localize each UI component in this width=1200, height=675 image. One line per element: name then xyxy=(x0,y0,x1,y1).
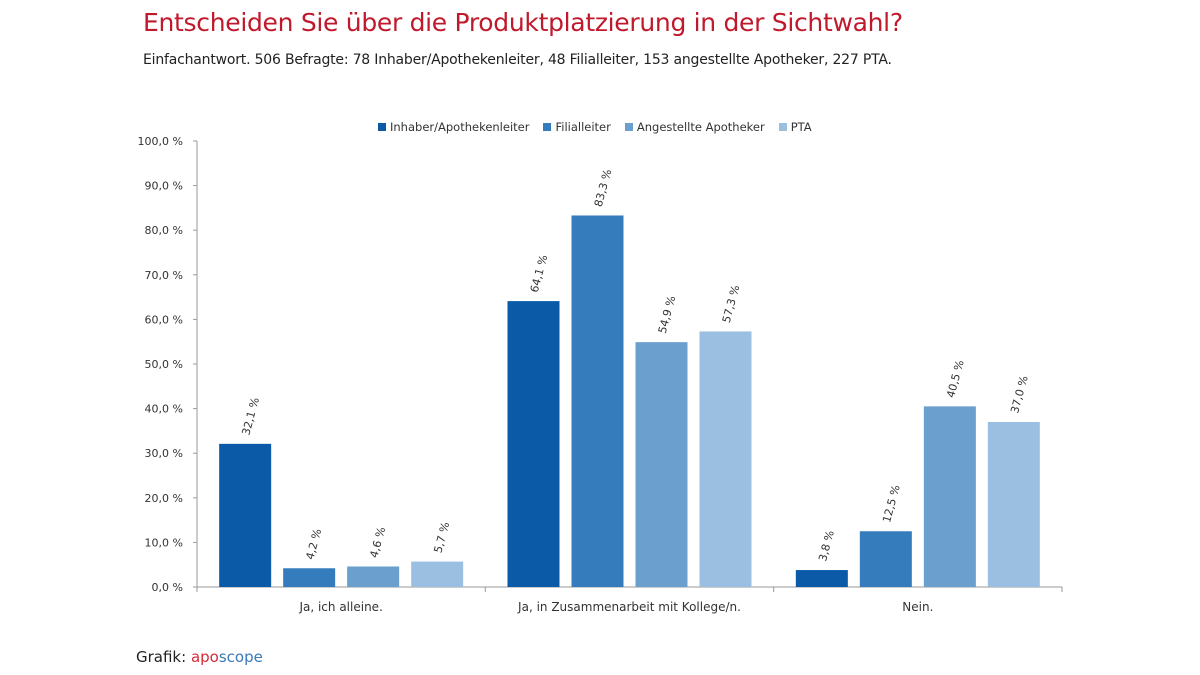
data-label: 37,0 % xyxy=(1008,374,1031,415)
y-tick-label: 0,0 % xyxy=(152,581,183,594)
bar xyxy=(859,531,912,587)
y-tick-label: 100,0 % xyxy=(138,135,183,148)
legend-swatch xyxy=(778,123,787,131)
x-category-label: Ja, ich alleine. xyxy=(298,600,382,614)
bar xyxy=(347,566,400,587)
y-tick-label: 90,0 % xyxy=(145,180,183,193)
y-tick-label: 20,0 % xyxy=(145,492,183,505)
legend-label: Inhaber/Apothekenleiter xyxy=(390,120,530,134)
bar xyxy=(795,570,848,587)
legend-swatch xyxy=(624,123,633,131)
y-tick-label: 70,0 % xyxy=(145,269,183,282)
data-label: 32,1 % xyxy=(240,396,263,437)
bar xyxy=(699,331,752,587)
legend-label: PTA xyxy=(790,120,812,134)
bar xyxy=(219,443,272,587)
data-label: 54,9 % xyxy=(656,294,679,335)
legend-swatch xyxy=(378,123,386,131)
legend-item-filialleiter: Filialleiter xyxy=(543,120,611,134)
source-credit: Grafik: aposcope xyxy=(136,648,263,666)
legend-item-angestellte-apotheker: Angestellte Apotheker xyxy=(624,120,765,134)
chart-subtitle: Einfachantwort. 506 Befragte: 78 Inhaber… xyxy=(143,52,892,68)
x-category-label: Nein. xyxy=(902,600,933,614)
y-tick-label: 30,0 % xyxy=(145,447,183,460)
data-label: 4,6 % xyxy=(368,526,389,560)
y-tick-label: 10,0 % xyxy=(145,536,183,549)
bar xyxy=(923,406,976,587)
bar xyxy=(283,568,336,587)
bar xyxy=(411,561,464,587)
y-tick-label: 50,0 % xyxy=(145,358,183,371)
data-label: 5,7 % xyxy=(432,521,453,555)
bar xyxy=(635,342,688,587)
chart-title: Entscheiden Sie über die Produktplatzier… xyxy=(143,8,903,37)
credit-prefix: Grafik: xyxy=(136,648,191,666)
legend-label: Filialleiter xyxy=(555,120,611,134)
data-label: 4,2 % xyxy=(304,527,325,561)
data-label: 3,8 % xyxy=(816,529,837,563)
data-label: 12,5 % xyxy=(880,484,903,525)
data-label: 83,3 % xyxy=(592,168,615,209)
x-category-label: Ja, in Zusammenarbeit mit Kollege/n. xyxy=(517,600,741,614)
data-label: 57,3 % xyxy=(720,284,743,325)
brand-logo-scope: scope xyxy=(218,648,263,666)
bar xyxy=(987,421,1040,587)
y-tick-label: 60,0 % xyxy=(145,313,183,326)
bar xyxy=(571,215,624,587)
data-label: 64,1 % xyxy=(528,253,551,294)
legend-swatch xyxy=(543,123,552,131)
data-label: 40,5 % xyxy=(944,359,967,400)
y-tick-label: 80,0 % xyxy=(145,224,183,237)
bar xyxy=(507,301,560,587)
legend-label: Angestellte Apotheker xyxy=(636,120,765,134)
y-tick-label: 40,0 % xyxy=(145,403,183,416)
legend-item-inhaber: Inhaber/Apothekenleiter xyxy=(378,120,529,134)
legend-item-pta: PTA xyxy=(778,120,812,134)
brand-logo-apo: apo xyxy=(190,648,219,666)
legend: Inhaber/Apothekenleiter Filialleiter Ang… xyxy=(378,120,812,134)
